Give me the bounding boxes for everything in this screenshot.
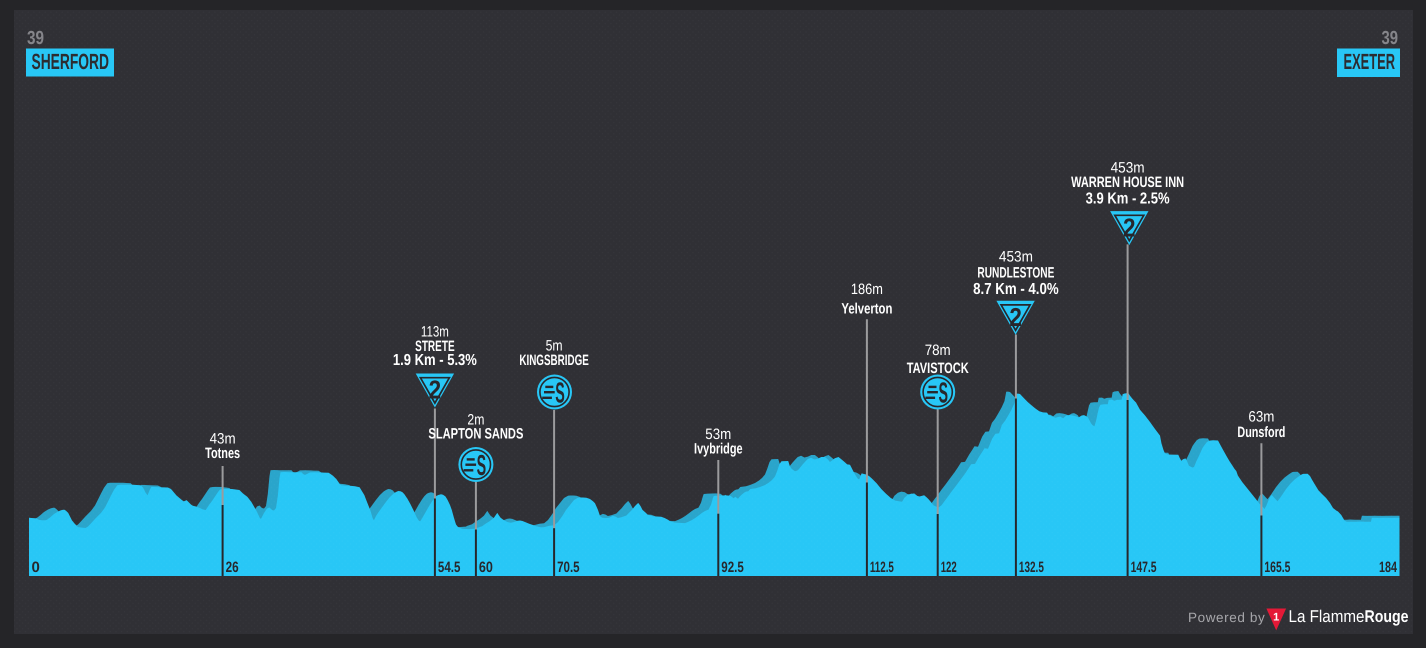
svg-text:8.7 Km - 4.0%: 8.7 Km - 4.0% (973, 281, 1059, 298)
svg-text:SLAPTON SANDS: SLAPTON SANDS (428, 426, 523, 443)
svg-text:2: 2 (1123, 212, 1136, 242)
svg-text:132.5: 132.5 (1019, 559, 1044, 576)
svg-text:39: 39 (27, 28, 44, 49)
svg-text:453m: 453m (999, 249, 1033, 266)
svg-text:S: S (555, 377, 565, 409)
svg-text:63m: 63m (1248, 409, 1274, 426)
svg-text:KINGSBRIDGE: KINGSBRIDGE (519, 352, 589, 369)
svg-text:26: 26 (226, 559, 239, 576)
svg-text:453m: 453m (1111, 160, 1145, 177)
svg-text:S: S (477, 450, 487, 482)
svg-text:EXETER: EXETER (1344, 49, 1396, 74)
svg-text:RUNDLESTONE: RUNDLESTONE (977, 264, 1054, 281)
svg-text:60: 60 (479, 559, 493, 576)
svg-text:1.9 Km - 5.3%: 1.9 Km - 5.3% (393, 352, 477, 369)
svg-text:70.5: 70.5 (557, 559, 580, 576)
svg-text:0: 0 (32, 559, 40, 576)
svg-text:2: 2 (429, 375, 442, 405)
svg-text:43m: 43m (210, 431, 236, 448)
svg-text:165.5: 165.5 (1264, 559, 1290, 576)
svg-text:Rouge: Rouge (1365, 607, 1409, 626)
svg-text:92.5: 92.5 (721, 559, 744, 576)
svg-text:113m: 113m (421, 324, 449, 341)
svg-text:122: 122 (941, 559, 957, 576)
svg-text:Dunsford: Dunsford (1237, 424, 1285, 441)
svg-text:TAVISTOCK: TAVISTOCK (907, 360, 969, 377)
svg-text:STRETE: STRETE (415, 338, 455, 355)
svg-text:54.5: 54.5 (438, 559, 461, 576)
svg-text:184: 184 (1379, 559, 1397, 576)
svg-text:2: 2 (1009, 302, 1022, 332)
svg-text:Ivybridge: Ivybridge (694, 441, 743, 458)
svg-text:3.9 Km - 2.5%: 3.9 Km - 2.5% (1086, 190, 1170, 207)
svg-text:112.5: 112.5 (870, 559, 894, 576)
svg-text:39: 39 (1382, 28, 1399, 49)
svg-text:78m: 78m (925, 342, 951, 359)
svg-text:SHERFORD: SHERFORD (32, 49, 110, 74)
svg-text:53m: 53m (705, 426, 731, 443)
svg-text:Totnes: Totnes (205, 445, 240, 462)
svg-text:186m: 186m (851, 281, 883, 298)
svg-text:147.5: 147.5 (1131, 559, 1157, 576)
svg-text:1: 1 (1273, 612, 1279, 624)
svg-text:WARREN HOUSE INN: WARREN HOUSE INN (1071, 174, 1184, 191)
svg-text:S: S (938, 377, 948, 409)
svg-text:La Flamme: La Flamme (1289, 607, 1365, 626)
svg-text:Powered by: Powered by (1188, 610, 1265, 625)
svg-text:2m: 2m (467, 412, 484, 429)
svg-text:Yelverton: Yelverton (841, 301, 892, 318)
svg-text:5m: 5m (546, 338, 563, 355)
